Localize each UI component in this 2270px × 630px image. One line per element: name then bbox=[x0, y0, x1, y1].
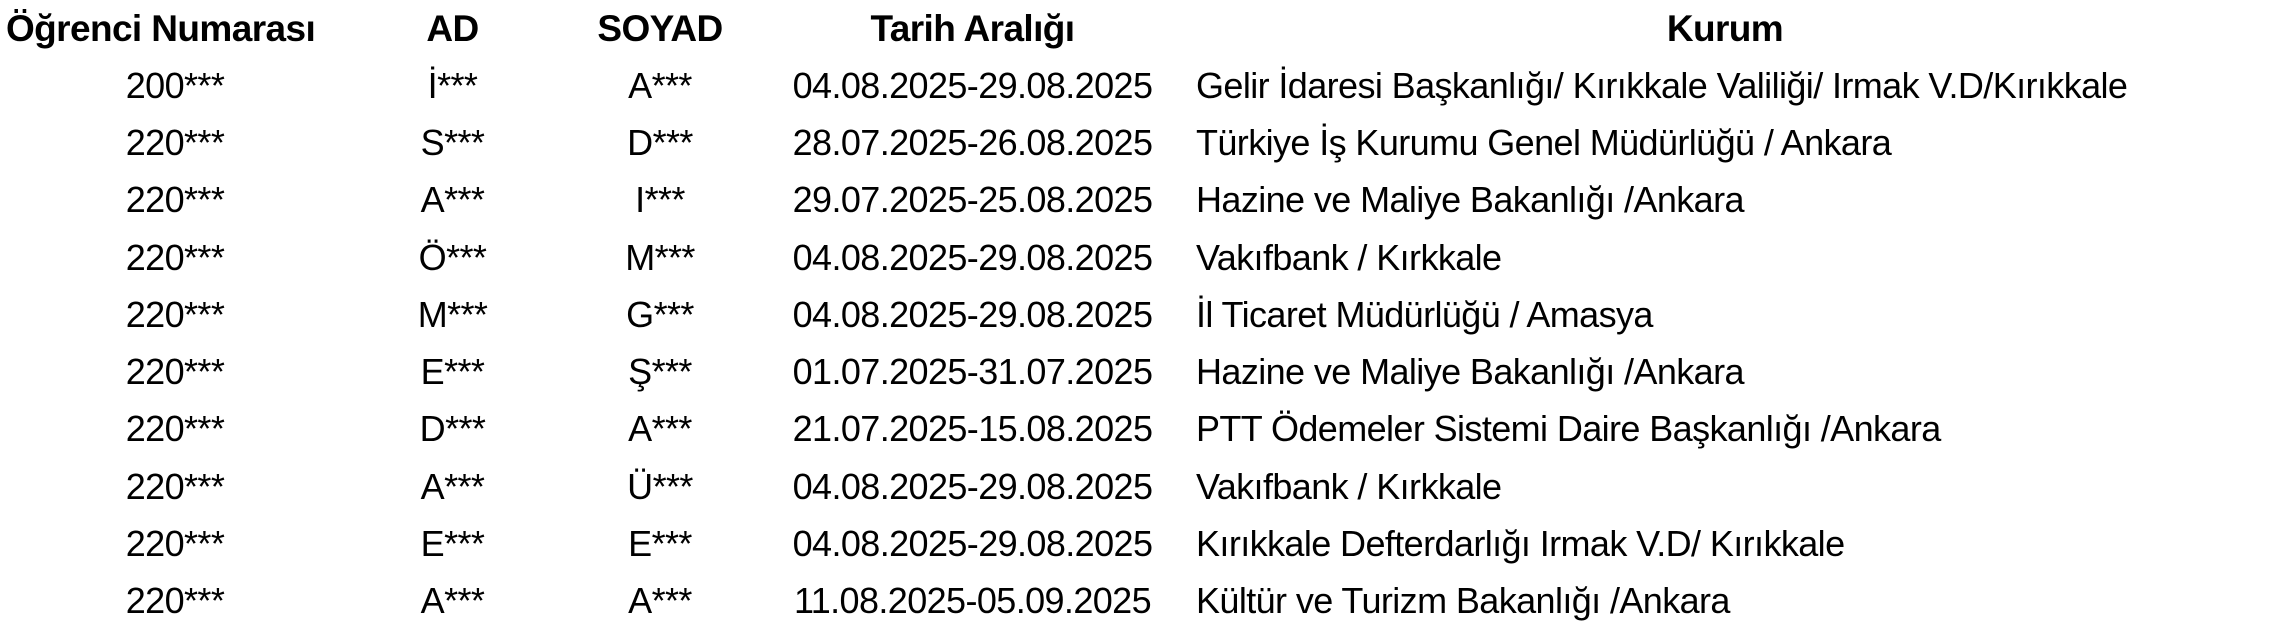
cell-soyad: Ş*** bbox=[628, 351, 692, 393]
cell-ogrenci-numarasi: 200*** bbox=[125, 64, 225, 106]
cell-soyad: M*** bbox=[625, 236, 695, 278]
table-body: 200*** İ*** A*** 04.08.2025-29.08.2025 G… bbox=[0, 57, 2270, 630]
cell-ad: A*** bbox=[420, 465, 485, 507]
table-row: 220*** S*** D*** 28.07.2025-26.08.2025 T… bbox=[0, 115, 2270, 172]
column-header-tarih-araligi: Tarih Aralığı bbox=[870, 8, 1076, 50]
column-header-soyad: SOYAD bbox=[597, 8, 723, 50]
cell-ogrenci-numarasi: 220*** bbox=[125, 580, 225, 622]
table-row: 220*** A*** Ü*** 04.08.2025-29.08.2025 V… bbox=[0, 458, 2270, 515]
cell-kurum: Gelir İdaresi Başkanlığı/ Kırıkkale Vali… bbox=[1196, 64, 2128, 106]
cell-soyad: A*** bbox=[628, 64, 692, 106]
table-row: 220*** A*** A*** 11.08.2025-05.09.2025 K… bbox=[0, 573, 2270, 630]
cell-ad: S*** bbox=[420, 122, 485, 164]
cell-soyad: A*** bbox=[628, 580, 692, 622]
cell-soyad: Ü*** bbox=[627, 465, 693, 507]
cell-soyad: E*** bbox=[628, 523, 692, 565]
cell-soyad: A*** bbox=[628, 408, 692, 450]
table-row: 220*** E*** E*** 04.08.2025-29.08.2025 K… bbox=[0, 515, 2270, 572]
cell-ad: M*** bbox=[417, 293, 488, 335]
cell-ogrenci-numarasi: 220*** bbox=[125, 122, 225, 164]
column-header-ad: AD bbox=[426, 8, 479, 50]
table-row: 220*** M*** G*** 04.08.2025-29.08.2025 İ… bbox=[0, 286, 2270, 343]
cell-tarih-araligi: 04.08.2025-29.08.2025 bbox=[792, 465, 1153, 507]
cell-kurum: İl Ticaret Müdürlüğü / Amasya bbox=[1196, 293, 1653, 335]
cell-soyad: G*** bbox=[626, 293, 694, 335]
cell-tarih-araligi: 28.07.2025-26.08.2025 bbox=[792, 122, 1153, 164]
cell-tarih-araligi: 04.08.2025-29.08.2025 bbox=[792, 523, 1153, 565]
cell-tarih-araligi: 04.08.2025-29.08.2025 bbox=[792, 236, 1153, 278]
cell-tarih-araligi: 11.08.2025-05.09.2025 bbox=[793, 580, 1152, 622]
cell-ad: E*** bbox=[420, 523, 485, 565]
cell-soyad: D*** bbox=[627, 122, 693, 164]
table-row: 220*** A*** I*** 29.07.2025-25.08.2025 H… bbox=[0, 172, 2270, 229]
cell-tarih-araligi: 01.07.2025-31.07.2025 bbox=[792, 351, 1153, 393]
cell-ogrenci-numarasi: 220*** bbox=[125, 293, 225, 335]
cell-ogrenci-numarasi: 220*** bbox=[125, 408, 225, 450]
cell-ogrenci-numarasi: 220*** bbox=[125, 465, 225, 507]
cell-ad: E*** bbox=[420, 351, 485, 393]
cell-tarih-araligi: 04.08.2025-29.08.2025 bbox=[792, 64, 1153, 106]
cell-kurum: Hazine ve Maliye Bakanlığı /Ankara bbox=[1196, 179, 1744, 221]
table-row: 220*** D*** A*** 21.07.2025-15.08.2025 P… bbox=[0, 401, 2270, 458]
cell-kurum: Türkiye İş Kurumu Genel Müdürlüğü / Anka… bbox=[1196, 122, 1892, 164]
cell-kurum: Vakıfbank / Kırkkale bbox=[1196, 465, 1502, 507]
cell-ad: İ*** bbox=[427, 64, 478, 106]
cell-ad: Ö*** bbox=[418, 236, 487, 278]
cell-kurum: PTT Ödemeler Sistemi Daire Başkanlığı /A… bbox=[1196, 408, 1941, 450]
table-row: 220*** E*** Ş*** 01.07.2025-31.07.2025 H… bbox=[0, 344, 2270, 401]
cell-ogrenci-numarasi: 220*** bbox=[125, 351, 225, 393]
cell-tarih-araligi: 29.07.2025-25.08.2025 bbox=[792, 179, 1153, 221]
table-row: 200*** İ*** A*** 04.08.2025-29.08.2025 G… bbox=[0, 57, 2270, 114]
cell-ogrenci-numarasi: 220*** bbox=[125, 179, 225, 221]
table-row: 220*** Ö*** M*** 04.08.2025-29.08.2025 V… bbox=[0, 229, 2270, 286]
column-header-ogrenci-numarasi: Öğrenci Numarası bbox=[6, 8, 316, 50]
cell-tarih-araligi: 21.07.2025-15.08.2025 bbox=[792, 408, 1153, 450]
cell-ogrenci-numarasi: 220*** bbox=[125, 236, 225, 278]
cell-kurum: Kırıkkale Defterdarlığı Irmak V.D/ Kırık… bbox=[1196, 523, 1845, 565]
cell-ad: D*** bbox=[419, 408, 486, 450]
column-header-kurum: Kurum bbox=[1666, 8, 1784, 50]
cell-kurum: Kültür ve Turizm Bakanlığı /Ankara bbox=[1196, 580, 1730, 622]
cell-soyad: I*** bbox=[635, 179, 685, 221]
cell-tarih-araligi: 04.08.2025-29.08.2025 bbox=[792, 293, 1153, 335]
cell-ogrenci-numarasi: 220*** bbox=[125, 523, 225, 565]
table-header-row: Öğrenci Numarası AD SOYAD Tarih Aralığı … bbox=[0, 0, 2270, 57]
cell-ad: A*** bbox=[420, 580, 485, 622]
cell-kurum: Hazine ve Maliye Bakanlığı /Ankara bbox=[1196, 351, 1744, 393]
cell-ad: A*** bbox=[420, 179, 485, 221]
cell-kurum: Vakıfbank / Kırkkale bbox=[1196, 236, 1502, 278]
